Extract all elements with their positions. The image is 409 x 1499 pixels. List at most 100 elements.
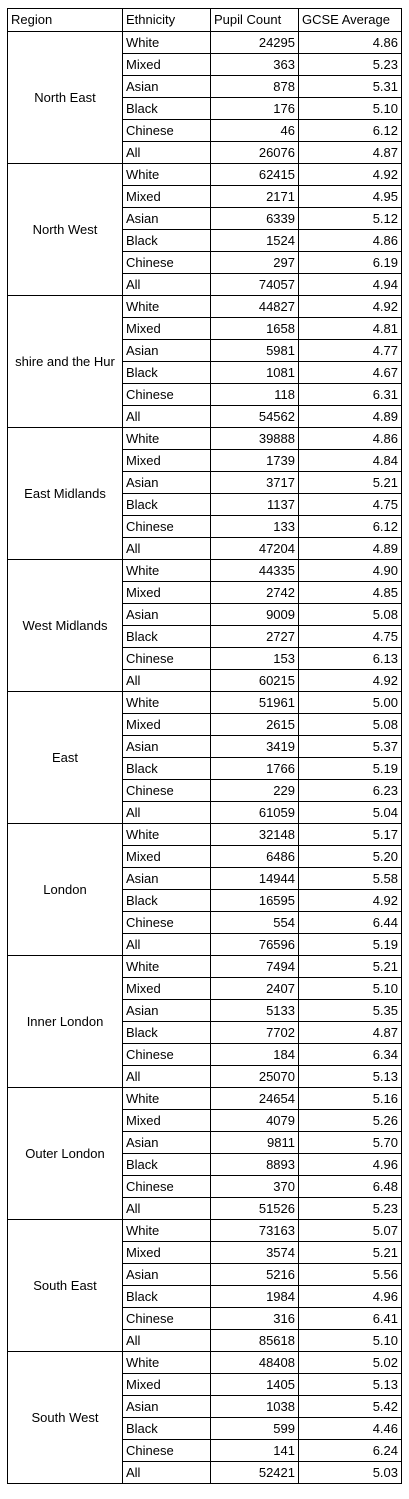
pupil-count-cell: 61059 xyxy=(210,801,299,824)
gcse-average-cell: 5.23 xyxy=(298,53,402,76)
gcse-average-cell: 4.92 xyxy=(298,295,402,318)
region-cell: North West xyxy=(7,163,123,296)
gcse-average-cell: 4.77 xyxy=(298,339,402,362)
region-cell: Outer London xyxy=(7,1087,123,1220)
region-cell: East xyxy=(7,691,123,824)
table-row: East Midlands White 39888 4.86 xyxy=(7,427,402,560)
header-row: Region Ethnicity Pupil Count GCSE Averag… xyxy=(7,8,402,32)
gcse-average-cell: 5.07 xyxy=(298,1219,402,1242)
ethnicity-cell: Chinese xyxy=(122,1439,211,1462)
gcse-average-cell: 6.23 xyxy=(298,779,402,802)
ethnicity-cell: Chinese xyxy=(122,647,211,670)
ethnicity-cell: White xyxy=(122,427,211,450)
table-row: Mixed 6486 5.20 xyxy=(8,845,402,868)
ethnicity-cell: Mixed xyxy=(122,449,211,472)
table-row: Chinese 316 6.41 xyxy=(8,1307,402,1330)
ethnicity-cell: White xyxy=(122,823,211,846)
pupil-count-cell: 363 xyxy=(210,53,299,76)
table-row: Chinese 184 6.34 xyxy=(8,1043,402,1066)
ethnicity-cell: All xyxy=(122,141,211,164)
ethnicity-cell: Black xyxy=(122,757,211,780)
ethnicity-cell: All xyxy=(122,405,211,428)
ethnicity-cell: Chinese xyxy=(122,779,211,802)
pupil-count-cell: 176 xyxy=(210,97,299,120)
gcse-average-cell: 5.31 xyxy=(298,75,402,98)
gcse-average-cell: 4.75 xyxy=(298,625,402,648)
table-row: Chinese 229 6.23 xyxy=(8,779,402,802)
table-row: Asian 6339 5.12 xyxy=(8,207,402,230)
gcse-average-cell: 5.23 xyxy=(298,1197,402,1220)
ethnicity-cell: Asian xyxy=(122,207,211,230)
pupil-count-cell: 44827 xyxy=(210,295,299,318)
ethnicity-cell: All xyxy=(122,933,211,956)
gcse-average-cell: 5.13 xyxy=(298,1373,402,1396)
gcse-average-cell: 6.24 xyxy=(298,1439,402,1462)
gcse-average-cell: 5.21 xyxy=(298,1241,402,1264)
ethnicity-cell: Chinese xyxy=(122,1307,211,1330)
ethnicity-cell: All xyxy=(122,1461,211,1484)
pupil-count-cell: 7494 xyxy=(210,955,299,978)
gcse-average-cell: 5.02 xyxy=(298,1351,402,1374)
gcse-average-cell: 4.94 xyxy=(298,273,402,296)
header-region: Region xyxy=(7,8,123,32)
gcse-average-cell: 5.04 xyxy=(298,801,402,824)
gcse-average-cell: 4.46 xyxy=(298,1417,402,1440)
ethnicity-cell: Black xyxy=(122,229,211,252)
gcse-average-cell: 5.12 xyxy=(298,207,402,230)
ethnicity-cell: Mixed xyxy=(122,977,211,1000)
table-row: North East White 24295 4.86 xyxy=(7,31,402,164)
table-row: Mixed 2615 5.08 xyxy=(8,713,402,736)
ethnicity-cell: Chinese xyxy=(122,1175,211,1198)
header-gcse-average: GCSE Average xyxy=(298,8,402,32)
table-row: All 85618 5.10 xyxy=(8,1329,402,1352)
pupil-count-cell: 118 xyxy=(210,383,299,406)
pupil-count-cell: 8893 xyxy=(210,1153,299,1176)
pupil-count-cell: 16595 xyxy=(210,889,299,912)
region-cell: Inner London xyxy=(7,955,123,1088)
ethnicity-cell: Mixed xyxy=(122,1373,211,1396)
pupil-count-cell: 24295 xyxy=(210,31,299,54)
ethnicity-cell: Mixed xyxy=(122,317,211,340)
pupil-count-cell: 26076 xyxy=(210,141,299,164)
pupil-count-cell: 133 xyxy=(210,515,299,538)
ethnicity-cell: Chinese xyxy=(122,251,211,274)
pupil-count-cell: 5216 xyxy=(210,1263,299,1286)
pupil-count-cell: 1739 xyxy=(210,449,299,472)
gcse-average-cell: 5.10 xyxy=(298,977,402,1000)
table-row: Black 1524 4.86 xyxy=(8,229,402,252)
pupil-count-cell: 1038 xyxy=(210,1395,299,1418)
gcse-average-cell: 5.21 xyxy=(298,471,402,494)
ethnicity-cell: All xyxy=(122,1329,211,1352)
ethnicity-cell: Mixed xyxy=(122,1109,211,1132)
table-row: North West White 62415 4.92 xyxy=(7,163,402,296)
table-row: Black 599 4.46 xyxy=(8,1417,402,1440)
pupil-count-cell: 316 xyxy=(210,1307,299,1330)
pupil-count-cell: 1405 xyxy=(210,1373,299,1396)
pupil-count-cell: 1137 xyxy=(210,493,299,516)
gcse-average-cell: 5.08 xyxy=(298,713,402,736)
ethnicity-cell: Black xyxy=(122,1021,211,1044)
gcse-average-cell: 5.10 xyxy=(298,97,402,120)
gcse-average-cell: 6.12 xyxy=(298,515,402,538)
region-cell: South East xyxy=(7,1219,123,1352)
table-row: All 26076 4.87 xyxy=(8,141,402,164)
pupil-count-cell: 6339 xyxy=(210,207,299,230)
pupil-count-cell: 153 xyxy=(210,647,299,670)
gcse-average-cell: 4.96 xyxy=(298,1153,402,1176)
gcse-average-cell: 5.37 xyxy=(298,735,402,758)
ethnicity-cell: White xyxy=(122,691,211,714)
pupil-count-cell: 51961 xyxy=(210,691,299,714)
gcse-average-cell: 4.92 xyxy=(298,669,402,692)
ethnicity-cell: Chinese xyxy=(122,911,211,934)
ethnicity-cell: Black xyxy=(122,1285,211,1308)
gcse-average-cell: 6.34 xyxy=(298,1043,402,1066)
ethnicity-cell: Black xyxy=(122,625,211,648)
gcse-average-cell: 6.44 xyxy=(298,911,402,934)
table-row: Chinese 46 6.12 xyxy=(8,119,402,142)
pupil-count-cell: 297 xyxy=(210,251,299,274)
pupil-count-cell: 6486 xyxy=(210,845,299,868)
ethnicity-cell: Asian xyxy=(122,1395,211,1418)
gcse-average-cell: 5.58 xyxy=(298,867,402,890)
pupil-count-cell: 24654 xyxy=(210,1087,299,1110)
ethnicity-cell: Black xyxy=(122,97,211,120)
